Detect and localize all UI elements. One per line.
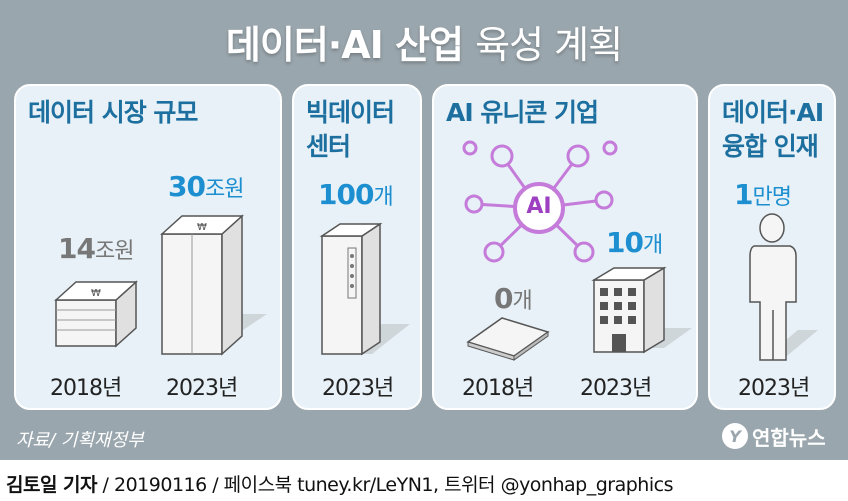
yonhap-mark-icon: Y	[722, 423, 748, 449]
main-title-thin: 육성 계획	[475, 23, 623, 67]
office-building-icon	[591, 266, 692, 354]
unicorn-year-2018: 2018년	[462, 376, 534, 401]
market-year-2018: 2018년	[50, 376, 122, 401]
panel-talent-title: 데이터·AI 융합 인재	[722, 98, 824, 161]
byline: 김토일 기자 / 20190116 / 페이스북 tuney.kr/LeYN1,…	[6, 470, 673, 497]
panel-ai-unicorn: AI 유니콘 기업 AI 0개	[432, 84, 698, 410]
talent-year-2023: 2023년	[738, 376, 810, 401]
ai-label: AI	[526, 194, 552, 219]
unicorn-year-2023: 2023년	[580, 376, 652, 401]
bigdata-2023-value: 100개	[318, 178, 394, 211]
ai-network-icon	[462, 140, 618, 263]
yonhap-logo-text: 연합뉴스	[752, 425, 826, 450]
byline-details: / 20190116 / 페이스북 tuney.kr/LeYN1, 트위터 @y…	[97, 474, 674, 496]
svg-text:₩: ₩	[197, 222, 207, 233]
market-year-2023: 2023년	[166, 376, 238, 401]
market-2023-value: 30조원	[168, 170, 244, 203]
main-title: 데이터·AI 산업 육성 계획	[0, 14, 848, 69]
unicorn-2018-value: 0개	[494, 282, 533, 315]
server-tower-icon	[319, 222, 410, 356]
byline-author: 김토일 기자	[6, 474, 98, 496]
money-stack-tall-icon: ₩	[160, 214, 267, 356]
panel-bigdata-center: 빅데이터 센터 100개 2023년	[292, 84, 422, 410]
money-stack-small-icon: ₩	[54, 280, 138, 348]
yonhap-logo: Y 연합뉴스	[722, 420, 842, 452]
main-title-bold: 데이터·AI 산업	[225, 23, 464, 67]
bigdata-year-2023: 2023년	[322, 376, 394, 401]
panel-data-market: 데이터 시장 규모 14조원 30조원 ₩ ₩ 2018년 2023년	[14, 84, 282, 410]
panel-ai-unicorn-title: AI 유니콘 기업	[446, 98, 599, 127]
panel-talent: 데이터·AI 융합 인재 1만명 2023년	[708, 84, 836, 410]
unicorn-2023-value: 10개	[606, 226, 663, 259]
panel-bigdata-title: 빅데이터 센터	[306, 98, 395, 161]
person-silhouette-icon	[749, 213, 818, 361]
flat-tile-icon	[466, 317, 550, 361]
infographic-frame: 데이터·AI 산업 육성 계획 데이터 시장 규모 14조원 30조원 ₩	[0, 0, 848, 460]
talent-2023-value: 1만명	[734, 178, 792, 211]
svg-text:₩: ₩	[91, 288, 101, 299]
source-text: 자료/ 기획재정부	[16, 430, 144, 451]
market-2018-value: 14조원	[58, 232, 134, 265]
panel-data-market-title: 데이터 시장 규모	[28, 98, 198, 127]
